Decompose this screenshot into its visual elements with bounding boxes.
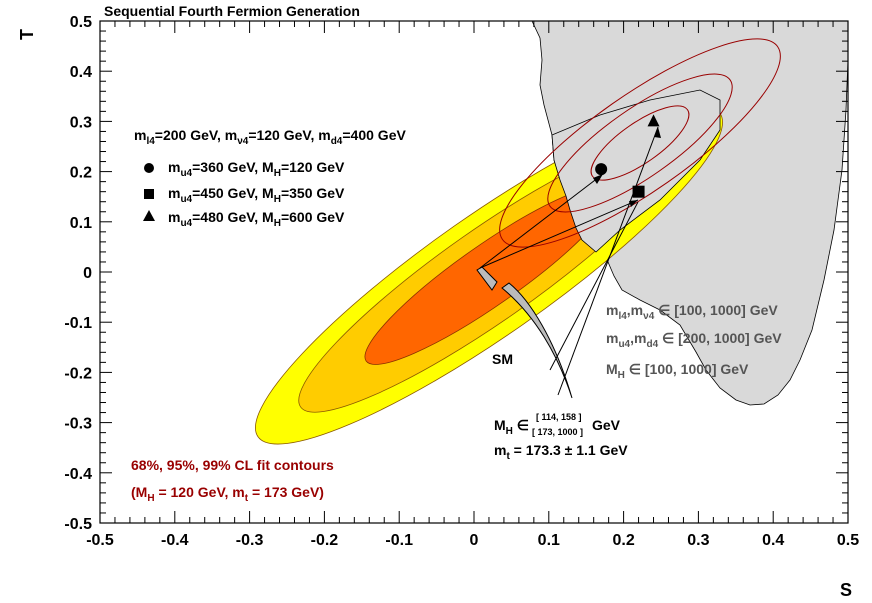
x-tick-label: -0.1 [385, 532, 413, 549]
x-tick-label: 0 [470, 532, 479, 549]
x-tick-label: -0.3 [236, 532, 264, 549]
scan-range-1: ml4,mν4 ∈ [100, 1000] GeV [606, 302, 778, 322]
legend-entry-3: mu4=480 GeV, MH=600 GeV [168, 209, 345, 229]
y-tick-label: 0.3 [70, 114, 92, 131]
arrows [479, 126, 659, 396]
x-axis-label: S [840, 580, 852, 600]
x-tick-label: 0.2 [612, 532, 634, 549]
y-tick-label: -0.5 [64, 516, 92, 533]
y-ticks: -0.5 -0.4 -0.3 -0.2 -0.1 0 0.1 0.2 0.3 0.4 0.5 [64, 14, 848, 533]
x-tick-label: 0.3 [687, 532, 709, 549]
y-tick-label: 0 [83, 265, 92, 282]
legend-header: ml4=200 GeV, mν4=120 GeV, md4=400 GeV [134, 127, 406, 147]
sm-label: SM [492, 351, 513, 367]
data-points [595, 114, 660, 198]
legend-marker-square [144, 189, 154, 199]
sm-mh-range: MH ∈ [494, 417, 529, 437]
scan-range-3: MH ∈ [100, 1000] GeV [606, 361, 749, 381]
legend-entry-2: mu4=450 GeV, MH=350 GeV [168, 185, 345, 205]
x-tick-label: -0.2 [311, 532, 339, 549]
shifted-ellipse-95 [547, 73, 733, 213]
arrow-heads [593, 127, 661, 207]
cl-legend-2: (MH = 120 GeV, mt = 173 GeV) [131, 484, 324, 504]
x-ticks: -0.5 -0.4 -0.3 -0.2 -0.1 0 0.1 0.2 0.3 0.4 0.5 [86, 21, 859, 549]
data-point-circle [595, 163, 608, 176]
y-tick-label: 0.2 [70, 165, 92, 182]
cl-legend-1: 68%, 95%, 99% CL fit contours [131, 457, 334, 473]
sm-mh-gev: GeV [592, 417, 621, 433]
y-tick-label: -0.2 [64, 365, 92, 382]
legend-marker-triangle [143, 210, 155, 221]
shifted-ellipse-99 [499, 38, 781, 248]
x-tick-label: 0.1 [538, 532, 560, 549]
chart-title: Sequential Fourth Fermion Generation [104, 3, 360, 19]
y-tick-label: -0.4 [64, 466, 92, 483]
sm-mh-range-1: [ 114, 158 ] [536, 412, 582, 422]
x-tick-label: -0.4 [161, 532, 189, 549]
x-tick-label: 0.4 [762, 532, 784, 549]
sm-mt: mt = 173.3 ± 1.1 GeV [494, 442, 628, 462]
shifted-ellipse-68 [590, 105, 690, 181]
y-axis-label: T [17, 29, 37, 40]
scan-range-2: mu4,md4 ∈ [200, 1000] GeV [606, 330, 782, 350]
data-point-triangle [647, 114, 660, 127]
x-tick-label: 0.5 [837, 532, 859, 549]
y-tick-label: -0.3 [64, 416, 92, 433]
y-tick-label: -0.1 [64, 315, 92, 332]
y-tick-label: 0.5 [70, 14, 92, 31]
legend-marker-circle [144, 163, 154, 173]
data-point-square [632, 185, 645, 198]
sm-band [501, 282, 573, 399]
legend-entry-1: mu4=360 GeV, MH=120 GeV [168, 159, 345, 179]
y-tick-label: 0.4 [70, 64, 92, 81]
y-tick-label: 0.1 [70, 215, 92, 232]
x-tick-label: -0.5 [86, 532, 114, 549]
sm-mh-range-2: [ 173, 1000 ] [532, 427, 583, 437]
